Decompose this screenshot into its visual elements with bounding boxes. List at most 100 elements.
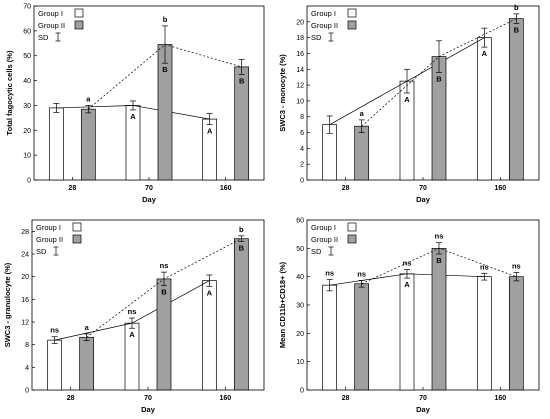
group-letter-label: A xyxy=(404,280,410,289)
bar xyxy=(354,283,370,391)
y-tick-label: 0 xyxy=(25,388,29,395)
bar xyxy=(80,108,96,181)
legend-label: Group I xyxy=(36,223,61,232)
group-letter-label: A xyxy=(129,330,135,339)
y-tick-label: 50 xyxy=(296,246,304,253)
y-tick-label: 16 xyxy=(296,51,304,58)
x-tick-label: 160 xyxy=(494,185,506,192)
group-letter-label: B xyxy=(162,65,168,74)
x-axis-label: Day xyxy=(141,405,156,414)
y-tick-label: 40 xyxy=(23,78,31,85)
group-letter-label: B xyxy=(514,25,520,34)
y-axis-label: Mean CD11b+CD18+ (%) xyxy=(278,261,287,348)
group-letter-label: A xyxy=(404,95,410,104)
significance-label: ns xyxy=(50,326,59,335)
legend-label: Group I xyxy=(311,9,336,18)
x-tick-label: 28 xyxy=(342,395,350,402)
legend-swatch xyxy=(74,8,84,18)
y-tick-label: 60 xyxy=(23,28,31,35)
significance-label: b xyxy=(163,15,168,24)
y-tick-label: 0 xyxy=(300,388,304,395)
x-tick-label: 70 xyxy=(145,185,153,192)
bar xyxy=(399,273,415,391)
y-tick-label: 60 xyxy=(296,218,304,225)
group-letter-label: A xyxy=(207,127,213,136)
plot-frame xyxy=(31,219,265,391)
y-tick-label: 30 xyxy=(296,303,304,310)
legend-label: SD xyxy=(311,33,322,42)
significance-label: ns xyxy=(128,307,137,316)
group-letter-label: B xyxy=(239,76,245,85)
legend-swatch xyxy=(347,222,357,232)
legend-swatch xyxy=(74,20,84,30)
y-tick-label: 40 xyxy=(296,274,304,281)
x-tick-label: 28 xyxy=(68,185,76,192)
chart-svg: 0 10 20 30 40 50 60 70 Total fagocytic cells (%)… xyxy=(5,4,265,204)
x-axis-label: Day xyxy=(142,195,157,204)
y-tick-label: 70 xyxy=(23,4,31,11)
chart-panel-total-fagocytic: 0 10 20 30 40 50 60 70 Total fagocytic cells (%)… xyxy=(0,0,275,210)
y-tick-label: 4 xyxy=(300,146,304,153)
significance-label: ns xyxy=(325,269,334,278)
legend-swatch xyxy=(347,234,357,244)
series-line xyxy=(329,37,485,125)
bar xyxy=(79,336,95,391)
legend-label: SD xyxy=(38,33,49,42)
x-tick-label: 160 xyxy=(494,395,506,402)
series-line xyxy=(86,238,242,338)
significance-label: ns xyxy=(435,232,444,241)
legend-swatch xyxy=(347,8,357,18)
y-tick-label: 20 xyxy=(296,331,304,338)
significance-label: b xyxy=(514,3,519,12)
legend-label: Group II xyxy=(36,235,63,244)
legend-label: Group I xyxy=(38,9,63,18)
y-tick-label: 24 xyxy=(21,252,29,259)
bar xyxy=(322,284,338,391)
y-tick-label: 12 xyxy=(296,83,304,90)
y-tick-label: 10 xyxy=(23,153,31,160)
legend-label: Group I xyxy=(311,223,336,232)
y-tick-label: 0 xyxy=(27,178,31,185)
bar xyxy=(476,37,492,181)
bar xyxy=(354,125,370,181)
bar xyxy=(47,339,63,391)
significance-label: ns xyxy=(480,262,489,271)
y-tick-label: 28 xyxy=(21,229,29,236)
y-tick-label: 18 xyxy=(296,35,304,42)
legend-label: Group II xyxy=(38,21,65,30)
x-tick-label: 70 xyxy=(419,185,427,192)
plot-frame xyxy=(33,5,265,181)
significance-label: ns xyxy=(160,261,169,270)
y-tick-label: 16 xyxy=(21,297,29,304)
x-tick-label: 28 xyxy=(67,395,75,402)
group-letter-label: B xyxy=(161,288,167,297)
legend-label: Group II xyxy=(311,235,338,244)
chart-panel-swc3-monocyte: 0 2 4 6 8 10 12 14 16 18 20 SWC3 - monocyte (%) Day 2… xyxy=(275,0,550,210)
bar xyxy=(48,107,64,181)
group-letter-label: B xyxy=(239,244,245,253)
plot-frame xyxy=(306,219,540,391)
bar xyxy=(431,247,447,391)
y-axis-label: Total fagocytic cells (%) xyxy=(5,50,14,135)
chart-svg: 0 4 8 12 16 20 24 28 SWC3 - granulocyte (%) Day 28… xyxy=(3,219,265,414)
y-axis-label: SWC3 - granulocyte (%) xyxy=(3,262,12,347)
x-tick-label: 70 xyxy=(144,395,152,402)
x-axis-label: Day xyxy=(416,405,431,414)
group-letter-label: B xyxy=(436,74,442,83)
bar xyxy=(508,276,524,391)
legend-swatch xyxy=(347,20,357,30)
group-letter-label: A xyxy=(482,49,488,58)
series-line xyxy=(361,247,517,285)
y-tick-label: 2 xyxy=(300,162,304,169)
y-tick-label: 12 xyxy=(21,320,29,327)
significance-label: ns xyxy=(357,269,366,278)
y-tick-label: 30 xyxy=(23,103,31,110)
y-tick-label: 8 xyxy=(25,342,29,349)
bar xyxy=(508,18,524,181)
y-tick-label: 10 xyxy=(296,98,304,105)
y-tick-label: 0 xyxy=(300,178,304,185)
legend-label: SD xyxy=(311,247,322,256)
group-letter-label: A xyxy=(130,112,136,121)
chart-panel-mean-cd11b-cd18: 0 10 20 30 40 50 60 Mean CD11b+CD18+ (%) Day 28 70… xyxy=(275,210,550,419)
